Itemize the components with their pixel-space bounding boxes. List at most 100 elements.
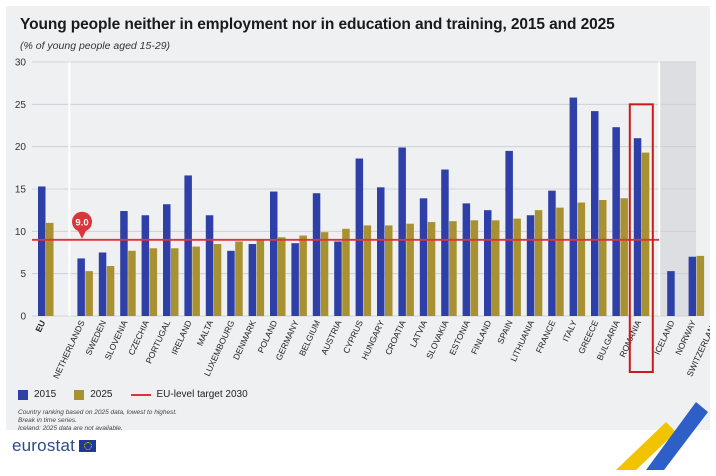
bar-2015 xyxy=(205,215,214,316)
bar-2015 xyxy=(334,241,342,316)
x-tick-label: EU xyxy=(33,319,47,334)
bar-2025 xyxy=(85,271,93,316)
bar-2025 xyxy=(577,202,586,316)
legend-item-target: EU-level target 2030 xyxy=(130,389,248,400)
y-tick-label: 0 xyxy=(20,312,26,323)
bar-2015 xyxy=(98,252,107,316)
footnotes: Country ranking based on 2025 data, lowe… xyxy=(18,409,177,433)
legend-item-2015: 2015 xyxy=(18,389,56,400)
y-tick-label: 25 xyxy=(15,100,27,111)
target-marker-pointer xyxy=(77,228,87,239)
bar-2025 xyxy=(449,221,457,316)
y-tick-label: 20 xyxy=(15,142,27,153)
bar-2015 xyxy=(484,210,492,316)
bar-2015 xyxy=(377,187,385,316)
bar-2025 xyxy=(427,222,436,316)
bar-2025 xyxy=(599,200,607,316)
bar-2015 xyxy=(291,243,299,316)
chart-subtitle: (% of young people aged 15-29) xyxy=(20,40,171,52)
bar-2015 xyxy=(120,211,128,316)
bar-2025 xyxy=(299,235,307,316)
bar-2015 xyxy=(77,258,85,316)
footnote: Country ranking based on 2025 data, lowe… xyxy=(18,409,177,416)
footnote: Break in time series. xyxy=(18,417,77,424)
bar-2015 xyxy=(163,204,171,316)
bar-2025 xyxy=(620,198,628,316)
bar-2015 xyxy=(355,158,364,316)
bar-2025 xyxy=(235,241,243,316)
bar-2015 xyxy=(462,203,471,316)
x-tick-label: POLAND xyxy=(255,319,279,355)
bar-2025 xyxy=(513,218,521,316)
y-tick-label: 15 xyxy=(15,185,27,196)
legend-item-2025: 2025 xyxy=(74,389,113,400)
bar-2015 xyxy=(505,150,513,316)
bar-2015 xyxy=(441,169,449,316)
target-marker xyxy=(72,211,92,232)
legend-label-2025: 2025 xyxy=(90,389,113,400)
bar-2015 xyxy=(612,127,620,317)
bar-2015 xyxy=(591,111,599,317)
legend-swatch-2015 xyxy=(18,389,28,400)
bar-2025 xyxy=(213,244,222,316)
legend-swatch-2025 xyxy=(74,389,85,400)
bar-2015 xyxy=(569,97,578,316)
bar-2025 xyxy=(106,266,115,316)
bar-2025 xyxy=(492,220,500,316)
eu-flag-icon xyxy=(79,440,97,452)
y-tick-label: 5 xyxy=(20,269,26,280)
footnote: Iceland: 2025 data are not available. xyxy=(18,425,123,432)
bar-2025 xyxy=(641,152,650,316)
bar-2015 xyxy=(184,175,192,316)
bar-2015 xyxy=(667,271,675,316)
bar-2025 xyxy=(320,232,329,316)
bar-2015 xyxy=(312,193,321,316)
x-tick-label: CYPRUS xyxy=(341,318,365,355)
bar-2015 xyxy=(688,256,697,316)
bar-2015 xyxy=(526,215,535,316)
x-tick-label: FINLAND xyxy=(469,319,493,356)
x-tick-label: IRELAND xyxy=(169,319,194,357)
x-tick-label: CROATIA xyxy=(383,318,408,356)
bar-2025 xyxy=(192,246,200,316)
bar-2025 xyxy=(696,255,705,316)
legend-line-target xyxy=(130,393,151,396)
x-tick-label: FRANCE xyxy=(534,318,558,354)
bar-2015 xyxy=(38,186,46,316)
bar-2015 xyxy=(227,250,235,316)
eurostat-logo: eurostat xyxy=(12,436,97,456)
legend-label-target: EU-level target 2030 xyxy=(156,389,248,400)
bar-2025 xyxy=(406,223,414,316)
bar-2015 xyxy=(398,147,406,316)
bar-2025 xyxy=(128,250,136,316)
x-tick-label: GREECE xyxy=(576,318,600,355)
bar-2025 xyxy=(46,222,54,316)
x-tick-label: ICELAND xyxy=(652,319,677,357)
corner-chevron-graphic xyxy=(616,402,708,470)
chart-panel: Young people neither in employment nor i… xyxy=(6,6,710,433)
chart-title: Young people neither in employment nor i… xyxy=(20,16,615,33)
y-tick-label: 30 xyxy=(15,58,27,69)
legend-label-2015: 2015 xyxy=(34,389,57,400)
bar-2025 xyxy=(385,225,393,316)
legend: 2015 2025 EU-level target 2030 xyxy=(18,389,266,400)
bar-2025 xyxy=(256,238,265,316)
bar-2025 xyxy=(556,207,564,316)
bar-2015 xyxy=(248,244,257,316)
x-tick-label: ITALY xyxy=(560,318,579,343)
x-tick-label: LATVIA xyxy=(408,318,429,348)
bar-2025 xyxy=(363,225,372,316)
bar-2025 xyxy=(171,248,179,316)
bar-2025 xyxy=(534,210,543,316)
x-tick-label: NETHERLANDS xyxy=(51,318,87,380)
bar-2025 xyxy=(470,220,479,316)
bar-2025 xyxy=(149,248,158,316)
bar-2015 xyxy=(633,138,642,316)
target-value-label: 9.0 xyxy=(75,217,88,228)
bar-2015 xyxy=(270,191,278,316)
x-tick-label: SPAIN xyxy=(495,319,515,346)
bar-2025 xyxy=(342,228,350,316)
bar-2015 xyxy=(548,190,556,316)
